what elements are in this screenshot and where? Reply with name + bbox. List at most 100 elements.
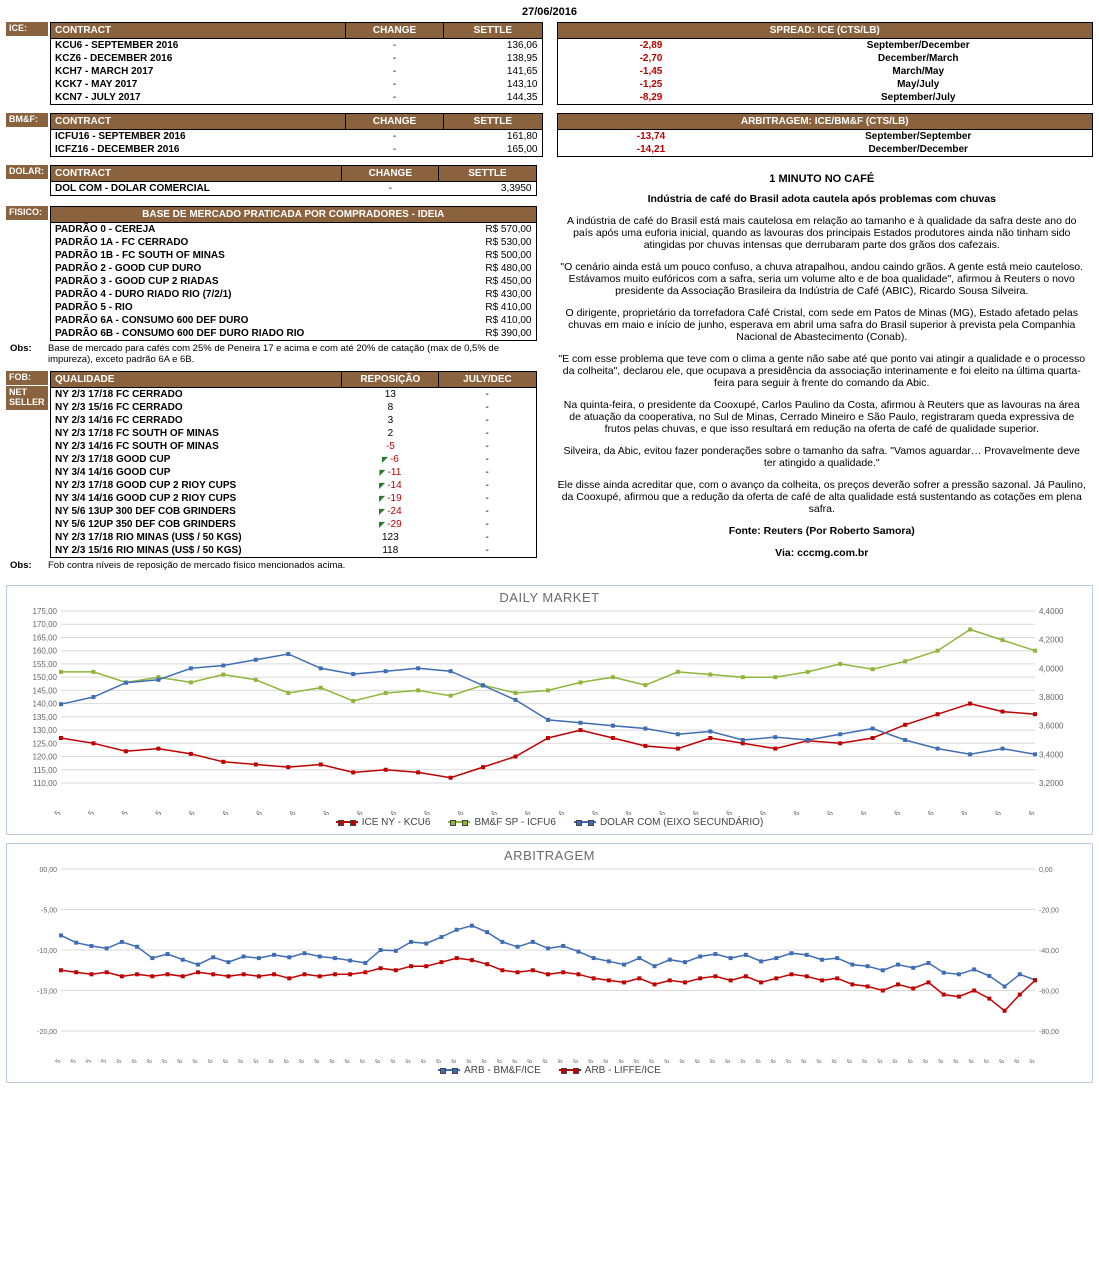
cell: KCZ6 - DECEMBER 2016 <box>51 52 346 65</box>
cell: DOL COM - DOLAR COMERCIAL <box>51 182 342 196</box>
cell: NY 2/3 17/18 GOOD CUP 2 RIOY CUPS <box>51 479 342 492</box>
table-row: NY 2/3 14/16 FC CERRADO3- <box>51 414 537 427</box>
svg-text:150,00: 150,00 <box>33 673 58 682</box>
legend-item: ARB - LIFFE/ICE <box>559 1065 661 1076</box>
table-row: KCN7 - JULY 2017-144,35 <box>51 91 543 105</box>
cell: PADRÃO 6A - CONSUMO 600 DEF DURO <box>51 314 438 327</box>
cell: KCH7 - MARCH 2017 <box>51 65 346 78</box>
cell: 136,06 <box>444 39 542 53</box>
table-row: DOL COM - DOLAR COMERCIAL-3,3950 <box>51 182 537 196</box>
ice-tag: ICE: <box>6 22 48 36</box>
cell: PADRÃO 1B - FC SOUTH OF MINAS <box>51 249 438 262</box>
cell: - <box>345 39 443 53</box>
svg-text:-80,00: -80,00 <box>1039 1029 1059 1036</box>
table-row: KCU6 - SEPTEMBER 2016-136,06 <box>51 39 543 53</box>
fob-obs: Obs: Fob contra níveis de reposição de m… <box>6 558 537 577</box>
svg-text:3,6000: 3,6000 <box>1039 722 1064 731</box>
article-paragraph: Na quinta-feira, o presidente da Cooxupé… <box>557 399 1088 435</box>
cell: R$ 530,00 <box>438 236 537 249</box>
dolar-table: CONTRACTCHANGESETTLE DOL COM - DOLAR COM… <box>50 165 537 196</box>
cell: - <box>439 427 536 440</box>
fob-block: FOB: NET SELLER QUALIDADEREPOSIÇÃOJULY/D… <box>6 371 537 558</box>
fisico-table: BASE DE MERCADO PRATICADA POR COMPRADORE… <box>50 206 537 341</box>
table-row: NY 3/4 14/16 GOOD CUP◤-11- <box>51 466 537 479</box>
article-paragraph: "E com esse problema que teve com o clim… <box>557 353 1088 389</box>
svg-text:27/5/16: 27/5/16 <box>880 809 903 815</box>
svg-text:160,00: 160,00 <box>33 647 58 656</box>
svg-text:-60,00: -60,00 <box>1039 989 1059 996</box>
svg-text:5/2/16: 5/2/16 <box>345 809 365 815</box>
article-paragraph: Fonte: Reuters (Por Roberto Samora) <box>557 525 1088 537</box>
table-row: PADRÃO 1B - FC SOUTH OF MINASR$ 500,00 <box>51 249 537 262</box>
cell: - <box>439 466 536 479</box>
cell: - <box>345 91 443 105</box>
fob-table: QUALIDADEREPOSIÇÃOJULY/DEC NY 2/3 17/18 … <box>50 371 537 558</box>
cell: NY 2/3 17/18 FC SOUTH OF MINAS <box>51 427 342 440</box>
svg-text:3,2000: 3,2000 <box>1039 779 1064 788</box>
table-row: -2,70December/March <box>557 52 1093 65</box>
cell: PADRÃO 6B - CONSUMO 600 DEF DURO RIADO R… <box>51 327 438 341</box>
cell: September/September <box>744 130 1092 144</box>
svg-text:18/3/16: 18/3/16 <box>544 809 567 815</box>
cell: 143,10 <box>444 78 542 91</box>
table-row: PADRÃO 6A - CONSUMO 600 DEF DUROR$ 410,0… <box>51 314 537 327</box>
cell: KCU6 - SEPTEMBER 2016 <box>51 39 346 53</box>
cell: 2 <box>342 427 439 440</box>
cell: September/December <box>744 39 1092 53</box>
report-date: 27/06/2016 <box>6 6 1093 18</box>
col-header: SETTLE <box>444 114 542 130</box>
cell: - <box>439 505 536 518</box>
table-row: ICFU16 - SEPTEMBER 2016-161,80 <box>51 130 543 144</box>
svg-text:3/6/16: 3/6/16 <box>916 809 936 815</box>
svg-text:-20,00: -20,00 <box>37 1029 57 1036</box>
cell: 138,95 <box>444 52 542 65</box>
svg-text:17/6/16: 17/6/16 <box>980 809 1003 815</box>
cell: - <box>439 388 536 402</box>
cell: ICFZ16 - DECEMBER 2016 <box>51 143 346 157</box>
table-row: PADRÃO 1A - FC CERRADOR$ 530,00 <box>51 236 537 249</box>
cell: - <box>439 453 536 466</box>
cell: -5 <box>342 440 439 453</box>
cell: NY 2/3 17/18 FC CERRADO <box>51 388 342 402</box>
svg-text:00,00: 00,00 <box>39 867 57 874</box>
svg-text:13/5/16: 13/5/16 <box>812 809 835 815</box>
cell: March/May <box>744 65 1092 78</box>
col-header: CONTRACT <box>51 166 342 182</box>
svg-text:170,00: 170,00 <box>33 620 58 629</box>
table-row: -14,21December/December <box>557 143 1093 157</box>
fob-seller-tag: NET SELLER <box>6 386 48 410</box>
cell: - <box>439 518 536 531</box>
cell: 141,65 <box>444 65 542 78</box>
article: 1 MINUTO NO CAFÉ Indústria de café do Br… <box>551 165 1094 569</box>
cell: - <box>439 544 536 558</box>
cell: ◤-19 <box>342 492 439 505</box>
table-row: NY 2/3 17/18 FC CERRADO13- <box>51 388 537 402</box>
cell: R$ 480,00 <box>438 262 537 275</box>
fisico-block: FISICO: BASE DE MERCADO PRATICADA POR CO… <box>6 206 537 341</box>
cell: 8 <box>342 401 439 414</box>
svg-text:175,00: 175,00 <box>33 607 58 616</box>
table-row: -13,74September/September <box>557 130 1093 144</box>
col-header: CHANGE <box>342 166 439 182</box>
col-header: CONTRACT <box>51 114 346 130</box>
svg-text:24/6/16: 24/6/16 <box>1014 809 1037 815</box>
cell: R$ 410,00 <box>438 314 537 327</box>
cell: KCN7 - JULY 2017 <box>51 91 346 105</box>
cell: - <box>345 65 443 78</box>
table-row: NY 2/3 17/18 FC SOUTH OF MINAS2- <box>51 427 537 440</box>
chart1-title: DAILY MARKET <box>13 590 1086 605</box>
svg-text:25/12/15: 25/12/15 <box>138 809 164 815</box>
col-header: QUALIDADE <box>51 372 342 388</box>
svg-text:15/1/16: 15/1/16 <box>241 809 264 815</box>
arb-table: ARBITRAGEM: ICE/BM&F (CTS/LB) -13,74Sept… <box>557 113 1094 157</box>
dolar-tag: DOLAR: <box>6 165 48 179</box>
cell: -2,89 <box>557 39 744 53</box>
ice-block: ICE: CONTRACTCHANGESETTLE KCU6 - SEPTEMB… <box>6 22 543 105</box>
cell: NY 3/4 14/16 GOOD CUP <box>51 466 342 479</box>
cell: ◤-6 <box>342 453 439 466</box>
cell: December/December <box>744 143 1092 157</box>
col-header: CHANGE <box>345 114 443 130</box>
svg-text:-15,00: -15,00 <box>37 989 57 996</box>
table-row: PADRÃO 6B - CONSUMO 600 DEF DURO RIADO R… <box>51 327 537 341</box>
svg-text:4,2000: 4,2000 <box>1039 636 1064 645</box>
